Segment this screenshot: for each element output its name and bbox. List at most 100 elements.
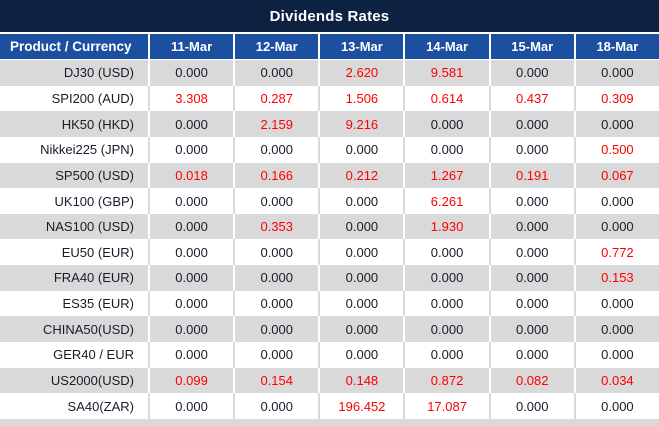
product-name: SA40(ZAR) xyxy=(67,398,134,414)
dividend-value-cell: 0.000 xyxy=(488,239,574,266)
dividend-value-cell: 0.000 xyxy=(488,60,574,86)
dividend-value-cell: 0.000 xyxy=(488,111,574,137)
dividend-value-cell: 0.000 xyxy=(148,60,233,86)
dividend-value-cell: 0.500 xyxy=(573,136,659,163)
product-name: ES35 (EUR) xyxy=(62,296,134,312)
dividend-value-cell: 0.000 xyxy=(488,393,574,419)
dividend-value-cell: 0.153 xyxy=(573,265,659,291)
table-header-row: Product / Currency 11-Mar 12-Mar 13-Mar 14-… xyxy=(0,32,659,60)
dividend-value-cell: 0.000 xyxy=(233,239,318,266)
product-name: CHINA50(USD) xyxy=(42,321,134,337)
dividend-value-cell: 1.506 xyxy=(318,85,403,112)
table-row: UK100 (GBP) 0.000 0.000 0.000 6.261 0.000 0.00… xyxy=(0,188,659,214)
dividend-value-cell: 0.000 xyxy=(403,316,488,343)
dividend-value-cell: 0.000 xyxy=(403,290,488,317)
dividend-value-cell: 0.000 xyxy=(148,290,233,317)
dividend-value-cell: 0.000 xyxy=(148,342,233,368)
dividend-value-cell: 0.000 xyxy=(148,213,233,240)
product-name: FRA40 (EUR) xyxy=(53,270,134,286)
table-row: ES35 (EUR) 0.000 0.000 0.000 0.000 0.000 0.000 xyxy=(0,290,659,317)
dividend-value-cell: 0.000 xyxy=(573,290,659,317)
product-name: HK50 (HKD) xyxy=(61,116,134,132)
dividend-value-cell: 196.452 xyxy=(318,393,403,419)
dividend-value-cell: 0.000 xyxy=(488,290,574,317)
dividend-value-cell: 0.099 xyxy=(148,367,233,394)
dividend-value-cell: 0.000 xyxy=(318,316,403,343)
product-name: NAS100 (USD) xyxy=(45,219,134,235)
dividend-value-cell: 0.000 xyxy=(573,111,659,137)
dividend-value-cell: 1.930 xyxy=(403,213,488,240)
dividend-value-cell: 0.353 xyxy=(233,213,318,240)
dividend-value-cell: 6.261 xyxy=(403,188,488,214)
table-row: US2000(USD) 0.099 0.154 0.148 0.872 0.082 0.03… xyxy=(0,367,659,394)
column-header-date: 11-Mar xyxy=(148,34,233,59)
table-row: FRA40 (EUR) 0.000 0.000 0.000 0.000 0.000 0.15… xyxy=(0,265,659,291)
product-name: DJ30 (USD) xyxy=(63,65,134,81)
dividend-value-cell: 0.000 xyxy=(488,136,574,163)
column-header-date: 13-Mar xyxy=(318,34,403,59)
dividend-value-cell: 0.000 xyxy=(573,316,659,343)
dividend-value-cell: 0.000 xyxy=(233,316,318,343)
dividend-value-cell: 0.191 xyxy=(488,162,574,189)
dividend-value-cell: 0.000 xyxy=(148,239,233,266)
dividend-value-cell: 0.000 xyxy=(488,213,574,240)
column-header-date: 18-Mar xyxy=(573,34,659,59)
dividend-value-cell: 0.148 xyxy=(318,367,403,394)
dividend-value-cell: 0.000 xyxy=(148,188,233,214)
dividend-value-cell: 0.000 xyxy=(403,239,488,266)
dividend-value-cell: 0.000 xyxy=(148,316,233,343)
dividend-value-cell: 0.000 xyxy=(148,265,233,291)
table-row: GER40 / EUR 0.000 0.000 0.000 0.000 0.000 0.00… xyxy=(0,342,659,368)
dividend-value-cell: 1.267 xyxy=(403,162,488,189)
column-header-product-currency: Product / Currency xyxy=(10,39,132,54)
dividend-value-cell: 0.000 xyxy=(573,342,659,368)
dividend-value-cell: 0.287 xyxy=(233,85,318,112)
table-row: EU50 (EUR) 0.000 0.000 0.000 0.000 0.000 0.772 xyxy=(0,239,659,266)
dividend-value-cell: 0.000 xyxy=(148,111,233,137)
dividend-value-cell: 0.000 xyxy=(318,290,403,317)
dividend-value-cell: 0.000 xyxy=(233,60,318,86)
dividend-value-cell: 0.000 xyxy=(573,393,659,419)
dividend-value-cell: 0.000 xyxy=(318,239,403,266)
dividend-value-cell: 0.000 xyxy=(403,111,488,137)
dividend-value-cell: 0.000 xyxy=(318,342,403,368)
table-body: DJ30 (USD) 0.000 0.000 2.620 9.581 0.000 0.000… xyxy=(0,60,659,419)
product-name: EU50 (EUR) xyxy=(61,244,134,260)
table-row: Nikkei225 (JPN) 0.000 0.000 0.000 0.000 0.000… xyxy=(0,136,659,163)
dividend-value-cell: 0.000 xyxy=(318,265,403,291)
dividend-value-cell: 0.000 xyxy=(488,342,574,368)
dividend-value-cell: 2.159 xyxy=(233,111,318,137)
dividend-value-cell: 0.000 xyxy=(233,265,318,291)
product-name: UK100 (GBP) xyxy=(54,193,134,209)
dividend-value-cell: 0.614 xyxy=(403,85,488,112)
dividend-value-cell: 0.000 xyxy=(573,213,659,240)
dividend-value-cell: 0.000 xyxy=(318,188,403,214)
dividend-value-cell: 0.000 xyxy=(318,136,403,163)
dividend-value-cell: 0.309 xyxy=(573,85,659,112)
table-row: SPI200 (AUD) 3.308 0.287 1.506 0.614 0.437 0.3… xyxy=(0,85,659,112)
dividend-value-cell: 0.000 xyxy=(233,136,318,163)
table-row: CHINA50(USD) 0.000 0.000 0.000 0.000 0.000 0.0… xyxy=(0,316,659,343)
dividend-value-cell: 3.308 xyxy=(148,85,233,112)
product-name: SP500 (USD) xyxy=(55,167,134,183)
dividend-value-cell: 0.000 xyxy=(488,188,574,214)
dividend-value-cell: 0.018 xyxy=(148,162,233,189)
dividend-value-cell: 0.000 xyxy=(403,265,488,291)
table-row: HK50 (HKD) 0.000 2.159 9.216 0.000 0.000 0.000 xyxy=(0,111,659,137)
dividend-value-cell: 0.000 xyxy=(148,393,233,419)
dividend-value-cell: 0.212 xyxy=(318,162,403,189)
dividend-value-cell: 0.000 xyxy=(233,290,318,317)
dividend-value-cell: 0.000 xyxy=(488,265,574,291)
dividend-value-cell: 2.620 xyxy=(318,60,403,86)
dividend-value-cell: 0.000 xyxy=(233,393,318,419)
page-title: Dividends Rates xyxy=(269,7,390,25)
dividend-value-cell: 0.000 xyxy=(403,136,488,163)
dividend-value-cell: 0.000 xyxy=(318,213,403,240)
dividend-value-cell: 9.581 xyxy=(403,60,488,86)
column-header-date: 14-Mar xyxy=(403,34,488,59)
dividend-value-cell: 9.216 xyxy=(318,111,403,137)
table-row: SP500 (USD) 0.018 0.166 0.212 1.267 0.191 0.06… xyxy=(0,162,659,189)
dividend-value-cell: 0.000 xyxy=(233,342,318,368)
dividend-value-cell: 17.087 xyxy=(403,393,488,419)
